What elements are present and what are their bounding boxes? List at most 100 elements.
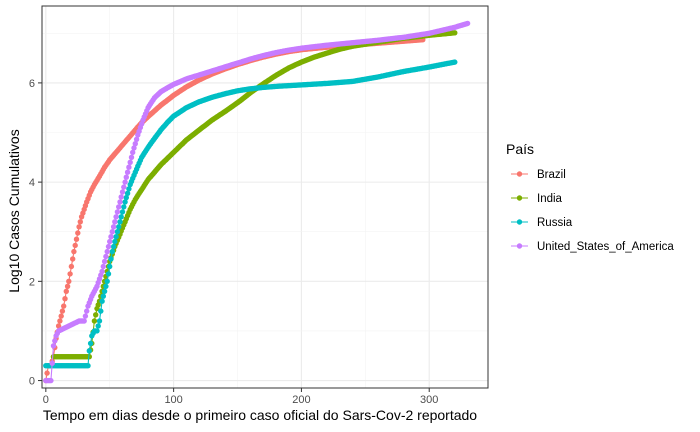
data-point (93, 312, 99, 318)
data-point (67, 271, 73, 277)
data-point (105, 243, 112, 250)
data-point (84, 308, 90, 314)
x-tick-label: 200 (292, 394, 310, 406)
data-point (123, 174, 129, 180)
data-point (70, 256, 76, 262)
data-point (126, 186, 132, 192)
data-point (110, 243, 117, 250)
data-point (91, 318, 98, 324)
data-point (132, 141, 138, 147)
data-point (108, 234, 114, 240)
data-point (82, 313, 89, 319)
data-point (48, 377, 54, 384)
legend-item-united-states-of-america: United_States_of_America (511, 241, 674, 253)
data-point (109, 229, 116, 235)
data-point (76, 224, 82, 230)
x-tick-label: 0 (43, 394, 49, 406)
x-tick-label: 100 (164, 394, 182, 406)
data-point (114, 209, 121, 215)
legend-key-point (516, 219, 523, 225)
data-point (116, 224, 122, 230)
data-point (73, 236, 80, 242)
data-point (131, 145, 137, 151)
data-point (105, 271, 112, 277)
data-point (127, 159, 133, 165)
data-point (108, 256, 114, 262)
data-point (117, 219, 123, 225)
y-tick-label: 2 (29, 276, 35, 288)
data-point (75, 230, 81, 236)
data-point (100, 263, 107, 270)
legend-item-india: India (511, 193, 563, 205)
legend-item-russia: Russia (511, 217, 573, 229)
legend-label: Brazil (537, 169, 566, 181)
data-point (103, 283, 109, 289)
data-point (57, 318, 63, 324)
data-point (72, 242, 78, 249)
series-russia (43, 59, 458, 369)
data-point (452, 30, 458, 36)
data-point (81, 318, 87, 324)
data-point (118, 214, 124, 220)
data-point (68, 263, 75, 270)
data-point (99, 298, 105, 304)
y-tick-label: 6 (29, 78, 35, 90)
data-point (104, 278, 110, 284)
data-point (114, 229, 121, 235)
data-point (116, 204, 122, 210)
data-point (133, 136, 140, 142)
axis-ticks: 0 100 200 300 0 2 4 6 (29, 78, 439, 406)
x-tick-label: 300 (420, 394, 438, 406)
legend-title: País (506, 141, 534, 157)
data-point (52, 338, 58, 344)
data-point (101, 288, 108, 294)
data-point (66, 278, 72, 284)
data-point (122, 199, 128, 205)
data-point (452, 59, 458, 65)
data-point (96, 318, 103, 324)
data-point (101, 258, 108, 265)
data-point (63, 288, 69, 294)
data-point (121, 184, 127, 190)
data-point (87, 340, 94, 347)
data-point (130, 149, 136, 156)
y-axis-title: Log10 Casos Cumulativos (6, 129, 22, 292)
data-point (109, 248, 116, 255)
legend-label: India (537, 193, 563, 205)
data-point (113, 234, 119, 240)
data-point (113, 214, 119, 220)
data-point (119, 209, 126, 215)
data-point (95, 323, 101, 329)
data-point (100, 293, 107, 299)
data-point (122, 179, 128, 185)
data-point (126, 164, 132, 170)
data-point (104, 248, 110, 255)
data-point (98, 308, 104, 314)
data-point (85, 363, 91, 369)
data-point (99, 268, 105, 275)
legend-key-point (516, 171, 523, 177)
data-point (123, 194, 129, 201)
data-point (107, 238, 113, 245)
data-point (118, 194, 124, 200)
data-point (44, 370, 50, 376)
data-point (112, 219, 118, 225)
data-point (62, 296, 68, 302)
data-point (50, 343, 57, 349)
x-axis-title: Tempo em dias desde o primeiro caso ofic… (43, 407, 477, 423)
data-point (64, 283, 71, 289)
data-point (112, 238, 118, 245)
data-point (71, 248, 77, 255)
legend-item-brazil: Brazil (511, 169, 566, 181)
data-point (61, 303, 67, 309)
data-point (128, 154, 135, 160)
legend-key-point (516, 243, 523, 249)
data-point (49, 360, 55, 366)
data-point (110, 224, 117, 230)
data-point (94, 328, 100, 334)
legend: País Brazil India Russia United_States_of_A… (506, 141, 674, 253)
data-point (59, 308, 66, 314)
data-point (121, 204, 127, 210)
data-point (103, 253, 109, 260)
